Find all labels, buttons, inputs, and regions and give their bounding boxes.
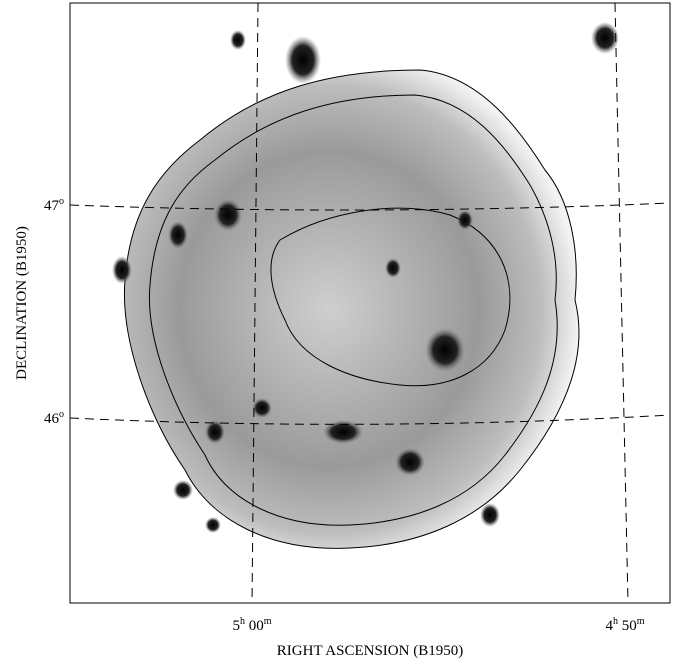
x-axis-title: RIGHT ASCENSION (B1950) [277,643,463,659]
tick-value: 4 [605,618,613,634]
x-tick-label: 4h 50m [605,616,644,634]
y-axis-title: DECLINATION (B1950) [14,226,30,380]
ra-grid-line [614,3,629,603]
tick-value: 50 [618,618,637,634]
contour [123,69,580,549]
ra-grid-line [251,3,259,603]
tick-value: 46 [44,411,60,427]
contour [270,207,511,387]
tick-unit: m [637,616,645,627]
remnant [124,70,579,549]
tick-unit: h [613,616,618,627]
tick-unit: o [59,196,64,207]
dec-grid-line [70,202,670,211]
sources [112,22,619,533]
y-tick-label: 46o [44,409,64,427]
tick-unit: h [240,616,245,627]
frame [69,2,671,604]
tick-unit: m [264,616,272,627]
x-tick-label: 5h 00m [232,616,271,634]
tick-unit: o [59,409,64,420]
tick-value: 5 [232,618,240,634]
y-tick-label: 47o [44,196,64,214]
contour [148,94,558,526]
image [70,3,670,603]
dec-grid-line [70,414,670,425]
tick-value: 00 [245,618,264,634]
tick-value: 47 [44,198,60,214]
